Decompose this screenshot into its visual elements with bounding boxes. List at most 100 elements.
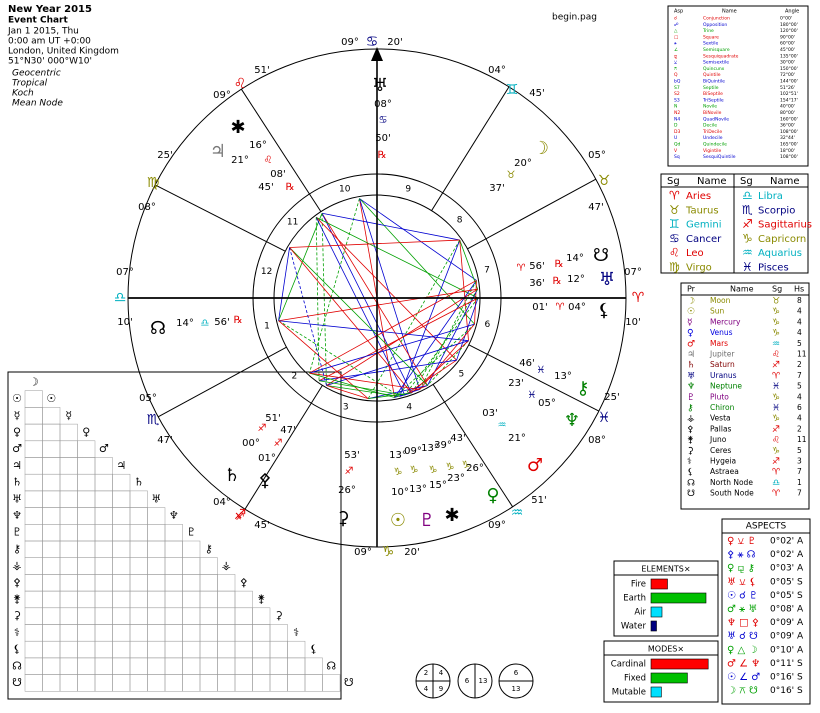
legend-cell: 90°00' bbox=[780, 34, 795, 40]
planet-glyph: ☉ bbox=[687, 307, 695, 317]
modes-label: Mutable bbox=[612, 688, 646, 698]
planet-label: ♈ bbox=[517, 263, 526, 274]
planet-glyph: ☊ bbox=[150, 318, 166, 339]
planet-label: 47' bbox=[280, 425, 295, 436]
legend-cell: 30°00' bbox=[780, 60, 795, 66]
planet-label: ℞ bbox=[553, 276, 562, 287]
aspect-orb: 0°09' A bbox=[770, 632, 804, 642]
elements-label: Water bbox=[621, 622, 647, 632]
planet-label: ♎ bbox=[201, 318, 210, 329]
sign-glyph: ♐ bbox=[742, 217, 753, 231]
planet-glyph: ♂ bbox=[527, 455, 543, 476]
planet-house: 4 bbox=[797, 414, 802, 423]
aspect-line bbox=[404, 359, 457, 396]
legend-cell: 180°00' bbox=[780, 22, 798, 28]
planet-house: 7 bbox=[797, 467, 802, 476]
planet-label: 21° bbox=[508, 433, 526, 444]
legend-cell: Sesquiquadrate bbox=[703, 53, 739, 59]
legend-cell: Vigintile bbox=[703, 148, 721, 154]
planet-label: 13° bbox=[421, 443, 439, 454]
planet-sign: ♈ bbox=[772, 489, 781, 499]
planet-sign: ♈ bbox=[772, 468, 781, 478]
legend-cell: Square bbox=[703, 34, 719, 40]
cusp-line bbox=[244, 385, 323, 510]
planet-label: 13° bbox=[389, 450, 407, 461]
house-number: 2 bbox=[291, 371, 297, 381]
grid-row-glyph: ♃ bbox=[12, 459, 22, 472]
planet-label: 51' bbox=[265, 413, 280, 424]
grid-diag-glyph: ☉ bbox=[46, 392, 56, 405]
legend-cell: S2 bbox=[674, 91, 680, 97]
aspect-line bbox=[404, 297, 479, 396]
header-line: 0:00 am UT +0:00 bbox=[8, 37, 91, 47]
planet-label: 43' bbox=[450, 433, 465, 444]
planet-name: Sun bbox=[710, 307, 725, 316]
legend-cell: S7 bbox=[674, 85, 680, 91]
planet-label: 36' bbox=[529, 278, 544, 289]
planet-sign: ♑ bbox=[772, 329, 780, 339]
planet-name: Neptune bbox=[710, 382, 742, 391]
header-setting: Geocentric bbox=[12, 69, 61, 79]
legend-cell: 18°00' bbox=[780, 148, 795, 154]
legend-cell: 150°00' bbox=[780, 66, 798, 72]
planet-label: 53' bbox=[344, 450, 359, 461]
modes-label: Fixed bbox=[624, 674, 646, 684]
legend-cell: Undecile bbox=[703, 135, 723, 141]
table-header: Pr bbox=[687, 285, 696, 294]
sign-name: Libra bbox=[758, 191, 783, 202]
legend-cell: 72°00' bbox=[780, 72, 795, 78]
planet-label: 12° bbox=[567, 274, 585, 285]
legend-cell: Septile bbox=[703, 85, 719, 91]
grid-diag-glyph: ♀ bbox=[82, 425, 90, 438]
legend-cell: Semisquare bbox=[703, 47, 730, 53]
planet-glyph: ♅ bbox=[687, 371, 695, 381]
planet-label: ℞ bbox=[234, 315, 243, 326]
legend-cell: ⚼ bbox=[674, 54, 677, 59]
planet-house: 2 bbox=[797, 360, 802, 369]
planet-house: 2 bbox=[797, 424, 802, 433]
planet-name: Pallas bbox=[710, 424, 732, 433]
house-number: 1 bbox=[264, 321, 270, 331]
cusp-degree: 09° bbox=[341, 37, 359, 48]
legend-cell: 120°00' bbox=[780, 28, 798, 34]
planet-glyph: ⚷ bbox=[687, 404, 694, 414]
subtitle: Event Chart bbox=[8, 16, 68, 26]
legend-cell: △ bbox=[674, 29, 678, 34]
legend-cell: N2 bbox=[674, 110, 680, 116]
aspect-orb: 0°02' A bbox=[770, 550, 804, 560]
grid-diag-glyph: ☽ bbox=[29, 375, 39, 388]
legend-cell: Qd bbox=[674, 142, 681, 148]
legend-cell: BiSeptile bbox=[703, 91, 723, 97]
planet-name: Chiron bbox=[710, 403, 735, 412]
sign-name: Taurus bbox=[685, 205, 719, 216]
table-header: Name bbox=[770, 176, 800, 187]
grid-diag-glyph: ⚴ bbox=[240, 576, 248, 589]
legend-cell: Novile bbox=[703, 104, 717, 110]
grid-diag-glyph: ⚷ bbox=[205, 542, 213, 555]
aspect-pair: ♂ ⚹ ♅ bbox=[727, 604, 757, 615]
header-line: Jan 1 2015, Thu bbox=[7, 27, 79, 37]
planet-glyph: ♄ bbox=[224, 465, 240, 486]
sign-name: Pisces bbox=[758, 263, 789, 274]
planet-name: Uranus bbox=[710, 371, 737, 380]
legend-cell: 135°00' bbox=[780, 53, 798, 59]
aspect-line bbox=[321, 213, 327, 386]
aspect-line bbox=[427, 289, 478, 386]
cusp-sign: ♍ bbox=[147, 175, 160, 191]
planet-label: 16° bbox=[249, 140, 267, 151]
planet-label: 13° bbox=[409, 484, 427, 495]
planet-glyph: ♆ bbox=[564, 410, 580, 431]
planet-label: 23' bbox=[508, 378, 523, 389]
aspect-orb: 0°16' S bbox=[770, 673, 803, 683]
planet-sign: ♑ bbox=[772, 446, 780, 456]
cusp-degree: 20' bbox=[387, 37, 402, 48]
aspect-pair: ☉ ∠ ♂ bbox=[727, 672, 760, 683]
sign-name: Capricorn bbox=[758, 234, 806, 245]
aspect-line bbox=[289, 247, 327, 386]
legend-cell: Opposition bbox=[703, 22, 727, 28]
aspect-line bbox=[316, 216, 479, 299]
planet-house: 6 bbox=[797, 403, 802, 412]
sign-glyph: ♒ bbox=[742, 246, 753, 260]
planet-glyph: ♅ bbox=[599, 269, 615, 290]
